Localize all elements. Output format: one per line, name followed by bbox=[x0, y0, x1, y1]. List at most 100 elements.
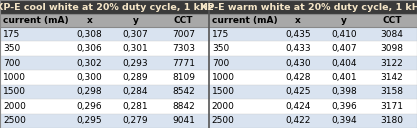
Bar bbox=[321, 114, 367, 128]
Bar bbox=[158, 70, 208, 85]
Text: x: x bbox=[87, 16, 93, 25]
Bar bbox=[158, 14, 208, 27]
Text: 2000: 2000 bbox=[3, 102, 26, 111]
Bar bbox=[367, 85, 417, 99]
Text: CCT: CCT bbox=[382, 16, 402, 25]
Bar bbox=[275, 99, 321, 114]
Bar bbox=[113, 27, 158, 41]
Bar bbox=[67, 70, 113, 85]
Text: 1500: 1500 bbox=[3, 87, 26, 96]
Text: 2500: 2500 bbox=[3, 116, 26, 125]
Bar bbox=[0, 27, 67, 41]
Text: 0,425: 0,425 bbox=[285, 87, 311, 96]
Bar bbox=[158, 114, 208, 128]
Bar bbox=[275, 85, 321, 99]
Text: 350: 350 bbox=[212, 44, 229, 53]
Bar bbox=[158, 27, 208, 41]
Text: y: y bbox=[341, 16, 347, 25]
Text: 1000: 1000 bbox=[3, 73, 26, 82]
Text: 0,430: 0,430 bbox=[285, 59, 311, 68]
Bar bbox=[208, 0, 417, 14]
Bar bbox=[367, 27, 417, 41]
Bar bbox=[67, 14, 113, 27]
Bar bbox=[321, 56, 367, 70]
Bar bbox=[367, 70, 417, 85]
Bar bbox=[208, 27, 275, 41]
Text: 350: 350 bbox=[3, 44, 20, 53]
Text: 0,296: 0,296 bbox=[77, 102, 103, 111]
Bar bbox=[275, 114, 321, 128]
Bar bbox=[367, 41, 417, 56]
Bar bbox=[275, 14, 321, 27]
Text: 0,422: 0,422 bbox=[286, 116, 311, 125]
Text: XP-E warm white at 20% duty cycle, 1 kHz: XP-E warm white at 20% duty cycle, 1 kHz bbox=[200, 3, 417, 12]
Bar bbox=[158, 85, 208, 99]
Text: 1500: 1500 bbox=[212, 87, 235, 96]
Text: 0,433: 0,433 bbox=[285, 44, 311, 53]
Bar bbox=[321, 99, 367, 114]
Bar bbox=[275, 41, 321, 56]
Bar bbox=[321, 70, 367, 85]
Text: current (mA): current (mA) bbox=[3, 16, 69, 25]
Bar bbox=[275, 56, 321, 70]
Text: 0,306: 0,306 bbox=[77, 44, 103, 53]
Bar bbox=[275, 70, 321, 85]
Bar bbox=[67, 27, 113, 41]
Text: 0,428: 0,428 bbox=[285, 73, 311, 82]
Text: 0,410: 0,410 bbox=[331, 30, 357, 39]
Bar bbox=[113, 99, 158, 114]
Text: 9041: 9041 bbox=[172, 116, 195, 125]
Text: 0,295: 0,295 bbox=[77, 116, 103, 125]
Bar bbox=[208, 114, 275, 128]
Bar bbox=[367, 99, 417, 114]
Text: 0,435: 0,435 bbox=[285, 30, 311, 39]
Bar bbox=[275, 27, 321, 41]
Text: 7303: 7303 bbox=[172, 44, 195, 53]
Bar bbox=[67, 41, 113, 56]
Text: 3142: 3142 bbox=[381, 73, 403, 82]
Bar bbox=[67, 85, 113, 99]
Bar bbox=[0, 99, 67, 114]
Bar bbox=[0, 56, 67, 70]
Bar bbox=[113, 56, 158, 70]
Text: 0,307: 0,307 bbox=[123, 30, 148, 39]
Text: current (mA): current (mA) bbox=[212, 16, 277, 25]
Text: 175: 175 bbox=[212, 30, 229, 39]
Bar bbox=[113, 14, 158, 27]
Bar bbox=[367, 14, 417, 27]
Bar bbox=[0, 14, 67, 27]
Bar bbox=[113, 70, 158, 85]
Bar bbox=[321, 14, 367, 27]
Text: 3122: 3122 bbox=[381, 59, 403, 68]
Text: x: x bbox=[295, 16, 301, 25]
Text: 0,301: 0,301 bbox=[123, 44, 148, 53]
Bar bbox=[367, 114, 417, 128]
Text: 0,407: 0,407 bbox=[331, 44, 357, 53]
Text: 700: 700 bbox=[212, 59, 229, 68]
Text: 2500: 2500 bbox=[212, 116, 235, 125]
Text: 8109: 8109 bbox=[172, 73, 195, 82]
Text: 3180: 3180 bbox=[380, 116, 404, 125]
Text: y: y bbox=[133, 16, 138, 25]
Text: 0,300: 0,300 bbox=[77, 73, 103, 82]
Text: CCT: CCT bbox=[174, 16, 193, 25]
Text: 175: 175 bbox=[3, 30, 20, 39]
Text: 0,396: 0,396 bbox=[331, 102, 357, 111]
Text: 0,289: 0,289 bbox=[123, 73, 148, 82]
Bar bbox=[0, 41, 67, 56]
Bar bbox=[208, 99, 275, 114]
Bar bbox=[321, 27, 367, 41]
Bar bbox=[321, 85, 367, 99]
Text: 0,298: 0,298 bbox=[77, 87, 103, 96]
Text: 7007: 7007 bbox=[172, 30, 195, 39]
Text: 0,424: 0,424 bbox=[286, 102, 311, 111]
Bar bbox=[208, 56, 275, 70]
Bar bbox=[208, 70, 275, 85]
Text: 7771: 7771 bbox=[172, 59, 195, 68]
Text: 0,394: 0,394 bbox=[331, 116, 357, 125]
Bar bbox=[113, 85, 158, 99]
Text: 8842: 8842 bbox=[172, 102, 195, 111]
Text: 700: 700 bbox=[3, 59, 20, 68]
Bar bbox=[0, 85, 67, 99]
Text: 0,404: 0,404 bbox=[331, 59, 357, 68]
